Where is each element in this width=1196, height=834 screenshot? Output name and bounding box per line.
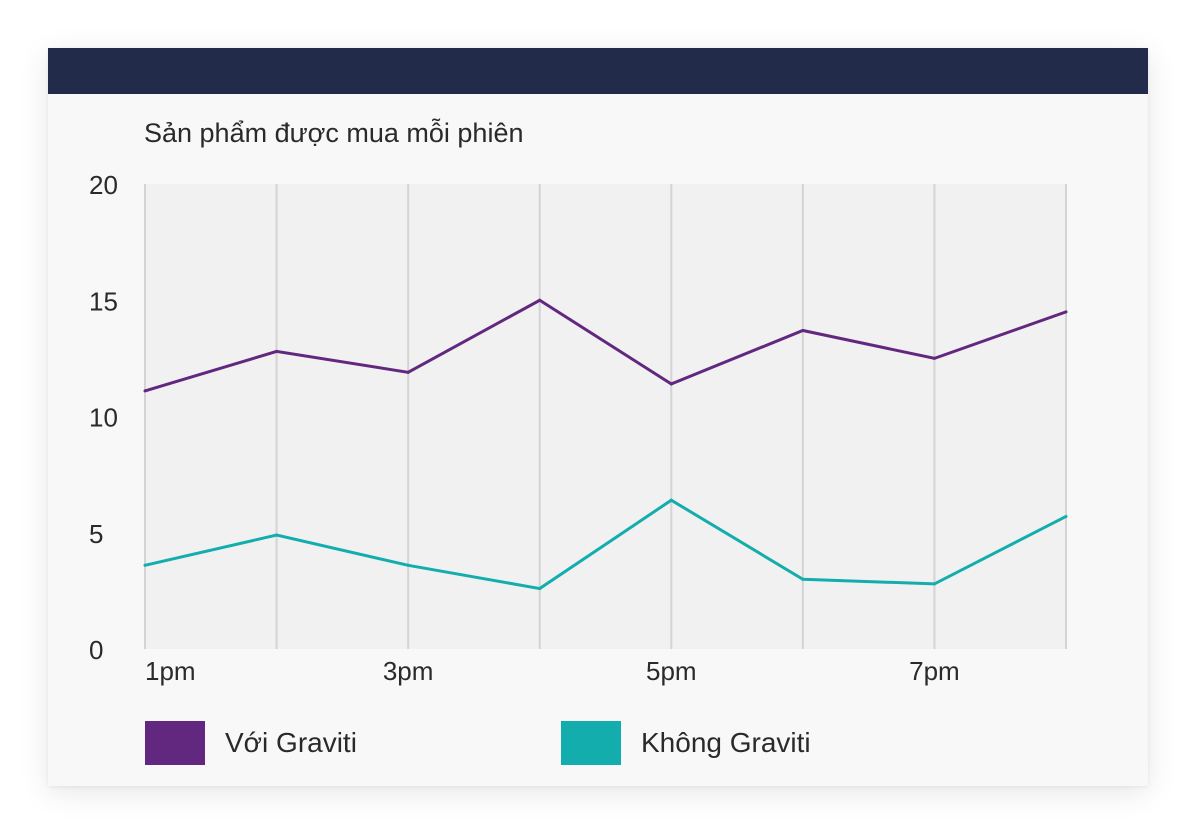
data-point-s1-5 [801, 577, 805, 581]
data-point-s1-7 [1064, 514, 1068, 518]
y-tick-label-2: 10 [89, 403, 118, 433]
data-point-s0-7 [1064, 310, 1068, 314]
data-point-s0-1 [275, 349, 279, 353]
y-tick-label-3: 15 [89, 286, 118, 316]
legend-label-without-graviti: Không Graviti [641, 727, 811, 758]
data-point-s0-2 [406, 370, 410, 374]
chart-card: Sản phẩm được mua mỗi phiên 0 5 10 15 20 1pm… [48, 48, 1148, 786]
plot-area [145, 184, 1066, 649]
data-point-s1-6 [932, 582, 936, 586]
data-point-s1-2 [406, 563, 410, 567]
series-line-1 [144, 498, 1067, 591]
data-point-s1-1 [275, 533, 279, 537]
line-chart: 0 5 10 15 20 1pm 3pm 5pm 7pm [89, 170, 1068, 686]
data-point-s0-6 [932, 356, 936, 360]
legend-label-with-graviti: Với Graviti [225, 727, 357, 758]
data-point-s0-4 [669, 382, 673, 386]
x-tick-label-0: 1pm [145, 656, 196, 686]
x-tick-label-4: 5pm [646, 656, 697, 686]
y-tick-label-4: 20 [89, 170, 118, 200]
y-tick-label-0: 0 [89, 635, 103, 665]
legend-swatch-with-graviti [145, 721, 205, 765]
legend-swatch-without-graviti [561, 721, 621, 765]
card-header-bar [48, 48, 1148, 94]
x-tick-label-2: 3pm [383, 656, 434, 686]
series-line-0 [144, 298, 1067, 393]
chart-title: Sản phẩm được mua mỗi phiên [144, 118, 524, 148]
data-point-s1-0 [143, 563, 147, 567]
data-point-s1-3 [538, 587, 542, 591]
data-point-s1-4 [669, 498, 673, 502]
x-tick-label-6: 7pm [909, 656, 960, 686]
data-point-s0-5 [801, 328, 805, 332]
data-point-s0-3 [538, 298, 542, 302]
y-tick-label-1: 5 [89, 519, 103, 549]
data-point-s0-0 [143, 389, 147, 393]
